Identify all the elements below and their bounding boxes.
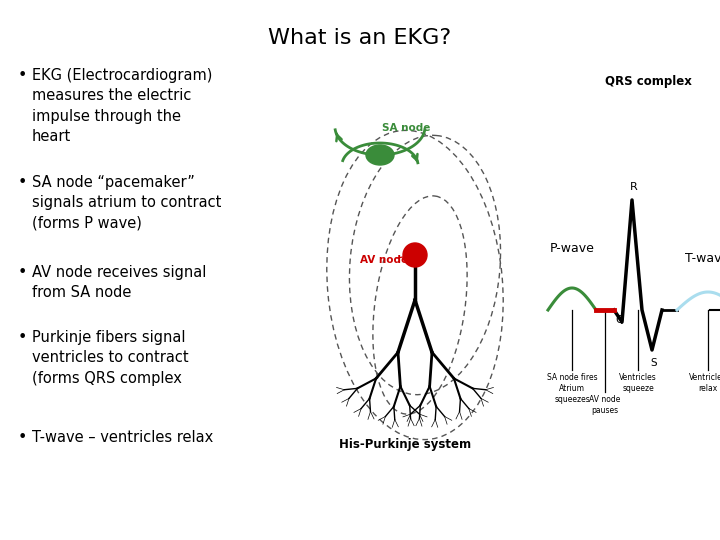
Text: Ventricles
relax: Ventricles relax	[689, 373, 720, 393]
Text: Purkinje fibers signal
ventricles to contract
(forms QRS complex: Purkinje fibers signal ventricles to con…	[32, 330, 189, 386]
Text: R: R	[630, 182, 638, 192]
Text: •: •	[18, 265, 27, 280]
Text: Q: Q	[616, 315, 624, 325]
Text: •: •	[18, 330, 27, 345]
Text: SA node fires
Atrium
squeezes: SA node fires Atrium squeezes	[546, 373, 598, 404]
Text: What is an EKG?: What is an EKG?	[269, 28, 451, 48]
Text: S: S	[651, 358, 657, 368]
Text: SA node: SA node	[382, 123, 431, 133]
Text: •: •	[18, 430, 27, 445]
Text: AV node
pauses: AV node pauses	[589, 395, 621, 415]
Text: T-wave – ventricles relax: T-wave – ventricles relax	[32, 430, 213, 445]
Text: EKG (Electrocardiogram)
measures the electric
impulse through the
heart: EKG (Electrocardiogram) measures the ele…	[32, 68, 212, 144]
Ellipse shape	[366, 145, 394, 165]
Text: •: •	[18, 68, 27, 83]
Text: His-Purkinje system: His-Purkinje system	[339, 438, 471, 451]
Text: Ventricles
squeeze: Ventricles squeeze	[619, 373, 657, 393]
Text: T-wave: T-wave	[685, 252, 720, 265]
Circle shape	[403, 243, 427, 267]
Text: AV node: AV node	[360, 255, 408, 265]
Text: •: •	[18, 175, 27, 190]
Text: AV node receives signal
from SA node: AV node receives signal from SA node	[32, 265, 207, 300]
Text: QRS complex: QRS complex	[605, 75, 691, 88]
Text: SA node “pacemaker”
signals atrium to contract
(forms P wave): SA node “pacemaker” signals atrium to co…	[32, 175, 221, 231]
Text: P-wave: P-wave	[550, 242, 595, 255]
